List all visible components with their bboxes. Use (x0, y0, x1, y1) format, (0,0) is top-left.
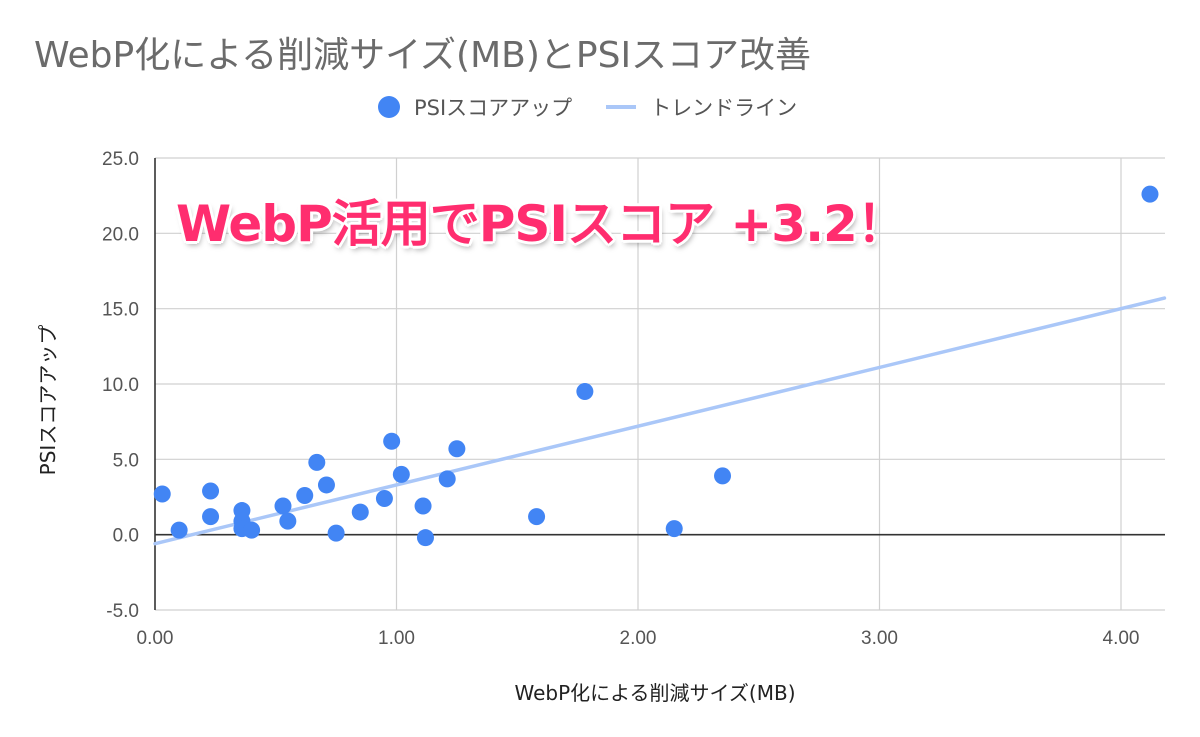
data-point[interactable] (448, 440, 466, 458)
data-point[interactable] (1141, 185, 1159, 203)
x-tick-label: 0.00 (137, 628, 174, 649)
data-point[interactable] (416, 529, 434, 547)
data-point[interactable] (296, 486, 314, 504)
data-point[interactable] (327, 524, 345, 542)
data-point[interactable] (274, 497, 292, 515)
legend-item-points[interactable]: PSIスコアアップ (378, 92, 572, 122)
y-tick-label: 15.0 (102, 300, 139, 321)
data-point[interactable] (438, 470, 456, 488)
trendline-layer (153, 296, 1167, 546)
legend: PSIスコアアップ トレンドライン (378, 92, 797, 122)
y-tick-label: 5.0 (113, 450, 139, 471)
legend-label-points: PSIスコアアップ (414, 96, 573, 120)
y-tick-label: 25.0 (102, 149, 139, 170)
tick-labels: -5.0 0.0 5.0 10.0 15.0 20.0 25.0 0.00 1.00 2.00 3.… (102, 149, 1139, 649)
y-axis-title: PSIスコアアップ (36, 325, 60, 476)
data-point[interactable] (170, 521, 188, 539)
data-point[interactable] (383, 432, 401, 450)
data-point[interactable] (243, 521, 261, 539)
x-tick-label: 1.00 (378, 628, 415, 649)
grid (155, 157, 1165, 611)
data-point[interactable] (392, 465, 410, 483)
legend-dot-icon (378, 96, 400, 118)
data-point[interactable] (279, 512, 297, 530)
points-layer (153, 185, 1159, 547)
data-point[interactable] (202, 482, 220, 500)
x-tick-label: 2.00 (620, 628, 657, 649)
data-point[interactable] (665, 520, 683, 538)
data-point[interactable] (528, 508, 546, 526)
y-tick-label: 0.0 (113, 526, 139, 547)
data-point[interactable] (414, 497, 432, 515)
data-point[interactable] (375, 490, 393, 508)
data-point[interactable] (351, 503, 369, 521)
legend-label-trendline: トレンドライン (650, 96, 798, 120)
data-point[interactable] (153, 485, 171, 503)
data-point[interactable] (308, 453, 326, 471)
trendline (153, 296, 1167, 546)
y-tick-label: 20.0 (102, 224, 139, 245)
legend-item-trendline[interactable]: トレンドライン (572, 92, 797, 122)
y-tick-label: 10.0 (102, 375, 139, 396)
y-tick-label: -5.0 (106, 601, 139, 622)
data-point[interactable] (576, 383, 594, 401)
x-tick-label: 4.00 (1103, 628, 1140, 649)
legend-line-icon (606, 105, 637, 109)
data-point[interactable] (317, 476, 335, 494)
x-tick-label: 3.00 (861, 628, 898, 649)
annotation-banner: WebP活用でPSIスコア +3.2！ (176, 195, 907, 253)
x-axis-title: WebP化による削減サイズ(MB) (514, 681, 795, 705)
axes (154, 158, 1165, 610)
chart-title: WebP化による削減サイズ(MB)とPSIスコア改善 (34, 35, 812, 76)
data-point[interactable] (202, 508, 220, 526)
data-point[interactable] (714, 467, 732, 485)
